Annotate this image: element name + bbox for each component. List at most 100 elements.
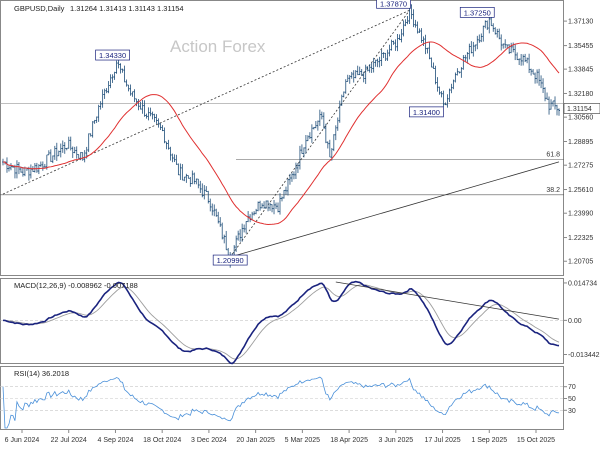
ohlc-bar xyxy=(129,84,132,96)
annotation-label: 1.37870 xyxy=(380,0,407,8)
ohlc-bar xyxy=(338,100,341,123)
ohlc-bar xyxy=(314,121,317,129)
annotation-label: 1.20990 xyxy=(217,256,244,265)
ohlc-bar xyxy=(73,146,76,154)
macd-y-tick-label: -0.013442 xyxy=(568,352,600,359)
ohlc-bar xyxy=(119,63,122,74)
ohlc-bar xyxy=(169,146,172,161)
ohlc-bar xyxy=(197,178,200,189)
ohlc-bar xyxy=(219,217,222,227)
ohlc-bar xyxy=(300,144,303,155)
ohlc-bar xyxy=(406,16,409,25)
annotation-label: 1.37250 xyxy=(464,8,491,17)
ohlc-bar xyxy=(348,75,351,84)
ohlc-bar xyxy=(183,176,186,182)
ohlc-bar xyxy=(235,235,238,252)
annotation-box xyxy=(409,106,444,118)
ohlc-bar xyxy=(157,118,160,128)
ohlc-bar xyxy=(328,139,331,158)
fib-level-label: 61.8 xyxy=(546,151,560,158)
ohlc-bar xyxy=(41,161,44,171)
ohlc-bar xyxy=(558,108,560,116)
ohlc-bar xyxy=(75,146,78,159)
ohlc-bar xyxy=(193,172,196,185)
ohlc-bar xyxy=(494,27,497,35)
ohlc-bar xyxy=(322,112,325,129)
ohlc-bar xyxy=(167,139,170,150)
ohlc-bar xyxy=(372,57,375,73)
ohlc-bar xyxy=(171,153,174,163)
ohlc-bar xyxy=(195,178,198,185)
ohlc-bar xyxy=(59,143,62,158)
ohlc-bar xyxy=(304,134,307,154)
ohlc-bar xyxy=(548,96,551,115)
annotation-label: 1.34330 xyxy=(99,51,126,60)
ohlc-bar xyxy=(504,39,507,49)
ohlc-bar xyxy=(135,98,138,107)
ohlc-bar xyxy=(464,54,467,63)
ohlc-bar xyxy=(49,149,52,162)
price-annotation: 1.37250 xyxy=(459,7,495,18)
last-price-label: 1.31154 xyxy=(567,106,592,113)
ohlc-bar xyxy=(282,189,285,199)
ohlc-bar xyxy=(382,52,385,59)
ohlc-bar xyxy=(217,211,220,224)
ohlc-bar xyxy=(17,161,20,175)
rsi-line xyxy=(2,376,560,429)
macd-y-tick-label: 0.00 xyxy=(568,318,582,325)
ohlc-bar xyxy=(438,86,441,95)
ohlc-bar xyxy=(125,79,128,87)
ohlc-bar xyxy=(113,71,116,80)
ohlc-bar xyxy=(384,52,387,61)
price-panel: 61.8 38.2 1.34330 1.20990 1.37870 1.31400 1.37… xyxy=(0,0,600,268)
ohlc-bar xyxy=(5,157,8,173)
ohlc-bar xyxy=(424,34,427,55)
ohlc-bar xyxy=(522,54,525,66)
macd-panel: 0.014734 0.00 -0.013442 xyxy=(0,280,600,365)
ohlc-bar xyxy=(149,107,152,117)
ohlc-bar xyxy=(101,89,104,108)
ohlc-bar xyxy=(302,147,305,158)
ohlc-bar xyxy=(263,201,266,209)
ohlc-bar xyxy=(546,92,549,100)
ohlc-bar xyxy=(203,185,206,200)
ohlc-bar xyxy=(173,154,176,163)
macd-trendline xyxy=(335,281,560,320)
ohlc-bar xyxy=(324,123,327,144)
ohlc-bar xyxy=(390,39,393,51)
ohlc-bar xyxy=(191,170,194,185)
ohlc-bar xyxy=(296,163,299,174)
ohlc-bar xyxy=(298,145,301,170)
ohlc-bar xyxy=(540,75,543,89)
ohlc-bar xyxy=(436,77,439,92)
ohlc-bar xyxy=(241,223,244,242)
watermark: Action Forex xyxy=(170,37,266,56)
macd-label: MACD(12,26,9) -0.008962 -0.007188 xyxy=(14,281,138,290)
ohlc-bar xyxy=(103,88,106,99)
ohlc-bar xyxy=(255,208,258,215)
ohlc-bar xyxy=(99,101,102,110)
ohlc-bar xyxy=(552,100,555,107)
x-tick-label: 5 Mar 2025 xyxy=(285,437,321,444)
x-tick-label: 22 Jul 2024 xyxy=(51,437,87,444)
ohlc-bar xyxy=(354,70,357,79)
ohlc-bar xyxy=(21,166,24,177)
ohlc-bar xyxy=(261,203,264,209)
ohlc-bar xyxy=(163,127,166,144)
ohlc-bar xyxy=(398,34,401,41)
ohlc-bar xyxy=(554,96,557,110)
ohlc-bar xyxy=(237,230,240,241)
ohlc-bar xyxy=(181,164,184,181)
price-y-tick-label: 1.23990 xyxy=(568,211,593,218)
ohlc-bar xyxy=(63,142,66,154)
ohlc-bar xyxy=(376,58,379,68)
ohlc-bar xyxy=(498,28,501,40)
ohlc-bar xyxy=(492,23,495,32)
ohlc-bar xyxy=(111,74,114,83)
ohlc-bar xyxy=(207,190,210,204)
ohlc-bar xyxy=(502,43,505,49)
ohlc-bar xyxy=(430,57,433,68)
price-y-tick-label: 1.22325 xyxy=(568,235,593,242)
rsi-y-tick-label: 30 xyxy=(568,408,576,415)
ohlc-readout: 1.31264 1.31413 1.31143 1.31154 xyxy=(70,4,184,13)
